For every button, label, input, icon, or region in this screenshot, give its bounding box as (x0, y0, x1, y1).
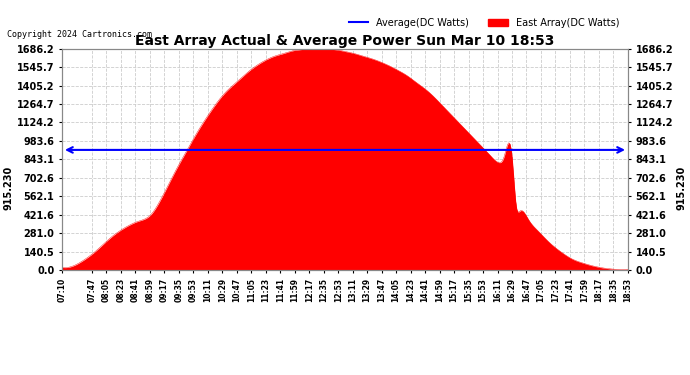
Legend: Average(DC Watts), East Array(DC Watts): Average(DC Watts), East Array(DC Watts) (345, 14, 623, 32)
Text: Copyright 2024 Cartronics.com: Copyright 2024 Cartronics.com (7, 30, 152, 39)
Text: 915.230: 915.230 (677, 165, 687, 210)
Text: 915.230: 915.230 (3, 165, 13, 210)
Title: East Array Actual & Average Power Sun Mar 10 18:53: East Array Actual & Average Power Sun Ma… (135, 34, 555, 48)
